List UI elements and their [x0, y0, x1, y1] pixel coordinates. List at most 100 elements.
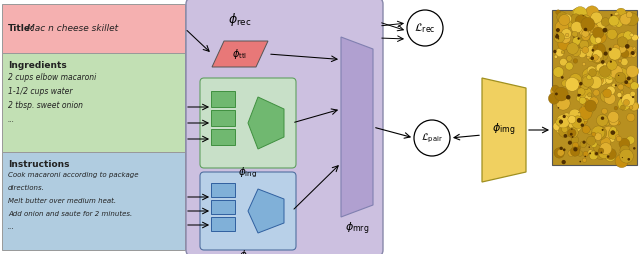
Circle shape [593, 43, 605, 56]
Circle shape [573, 144, 579, 149]
Circle shape [559, 21, 569, 31]
Polygon shape [341, 37, 373, 217]
Circle shape [568, 127, 578, 138]
FancyBboxPatch shape [211, 217, 235, 231]
Circle shape [582, 74, 593, 85]
Circle shape [562, 14, 572, 23]
Circle shape [602, 73, 614, 84]
Circle shape [582, 125, 590, 134]
Circle shape [553, 122, 562, 131]
Circle shape [595, 152, 598, 155]
Circle shape [559, 120, 563, 124]
Circle shape [604, 93, 616, 104]
Circle shape [588, 93, 591, 97]
Circle shape [414, 120, 450, 156]
Circle shape [572, 128, 576, 133]
Circle shape [589, 66, 600, 78]
Circle shape [615, 20, 623, 27]
Circle shape [619, 138, 630, 149]
Circle shape [556, 87, 566, 98]
Circle shape [554, 148, 564, 158]
Circle shape [616, 121, 620, 125]
Text: $\mathcal{L}_{\rm pair}$: $\mathcal{L}_{\rm pair}$ [421, 131, 443, 145]
Circle shape [594, 56, 600, 62]
Circle shape [407, 10, 443, 46]
FancyBboxPatch shape [211, 183, 235, 197]
Circle shape [589, 151, 598, 160]
Circle shape [579, 97, 586, 104]
Circle shape [576, 146, 580, 150]
Circle shape [591, 12, 602, 24]
Polygon shape [482, 78, 526, 182]
FancyBboxPatch shape [186, 0, 383, 254]
Circle shape [568, 116, 576, 123]
Circle shape [571, 136, 579, 144]
Circle shape [579, 50, 586, 58]
Circle shape [598, 50, 608, 61]
Circle shape [615, 135, 620, 139]
Circle shape [563, 148, 566, 151]
Circle shape [564, 35, 568, 38]
Circle shape [582, 62, 586, 66]
Circle shape [623, 46, 635, 57]
Circle shape [589, 41, 598, 50]
Circle shape [579, 46, 584, 51]
Circle shape [630, 102, 639, 111]
FancyBboxPatch shape [2, 4, 185, 53]
Circle shape [589, 76, 602, 89]
Circle shape [587, 56, 589, 59]
Circle shape [591, 49, 594, 52]
Circle shape [556, 28, 560, 32]
Circle shape [591, 141, 597, 148]
Circle shape [594, 45, 602, 52]
Circle shape [586, 28, 593, 34]
Circle shape [627, 65, 639, 77]
Circle shape [577, 96, 582, 102]
Circle shape [610, 127, 616, 133]
Circle shape [577, 118, 582, 123]
Circle shape [595, 56, 602, 62]
Circle shape [590, 34, 601, 44]
Circle shape [577, 94, 580, 97]
Circle shape [557, 12, 568, 23]
Circle shape [630, 51, 636, 56]
Circle shape [589, 146, 590, 148]
Circle shape [602, 28, 607, 33]
Circle shape [618, 59, 621, 63]
Circle shape [610, 60, 612, 63]
Circle shape [573, 37, 575, 38]
Circle shape [609, 16, 621, 27]
Circle shape [613, 15, 623, 25]
Circle shape [615, 68, 628, 81]
Circle shape [593, 126, 607, 140]
Circle shape [593, 90, 600, 96]
Circle shape [604, 52, 608, 56]
Circle shape [578, 121, 583, 126]
Circle shape [620, 145, 630, 155]
Circle shape [550, 86, 561, 97]
Circle shape [602, 126, 615, 139]
Circle shape [559, 147, 563, 150]
Circle shape [627, 158, 630, 161]
Circle shape [603, 89, 612, 98]
FancyBboxPatch shape [2, 53, 185, 152]
Circle shape [627, 113, 635, 122]
Circle shape [607, 29, 617, 39]
Circle shape [589, 97, 598, 106]
Circle shape [573, 37, 581, 45]
Circle shape [598, 148, 604, 154]
Circle shape [605, 122, 609, 126]
Circle shape [595, 37, 602, 43]
Circle shape [585, 6, 599, 20]
Circle shape [620, 14, 631, 25]
Circle shape [554, 55, 557, 58]
Circle shape [569, 74, 582, 86]
Circle shape [585, 100, 596, 112]
Text: Mac n cheese skillet: Mac n cheese skillet [27, 24, 118, 33]
Circle shape [616, 43, 627, 53]
Circle shape [566, 56, 572, 61]
Circle shape [630, 33, 634, 37]
Text: Melt butter over medium heat.: Melt butter over medium heat. [8, 198, 116, 204]
Circle shape [559, 125, 571, 137]
Circle shape [568, 129, 576, 137]
